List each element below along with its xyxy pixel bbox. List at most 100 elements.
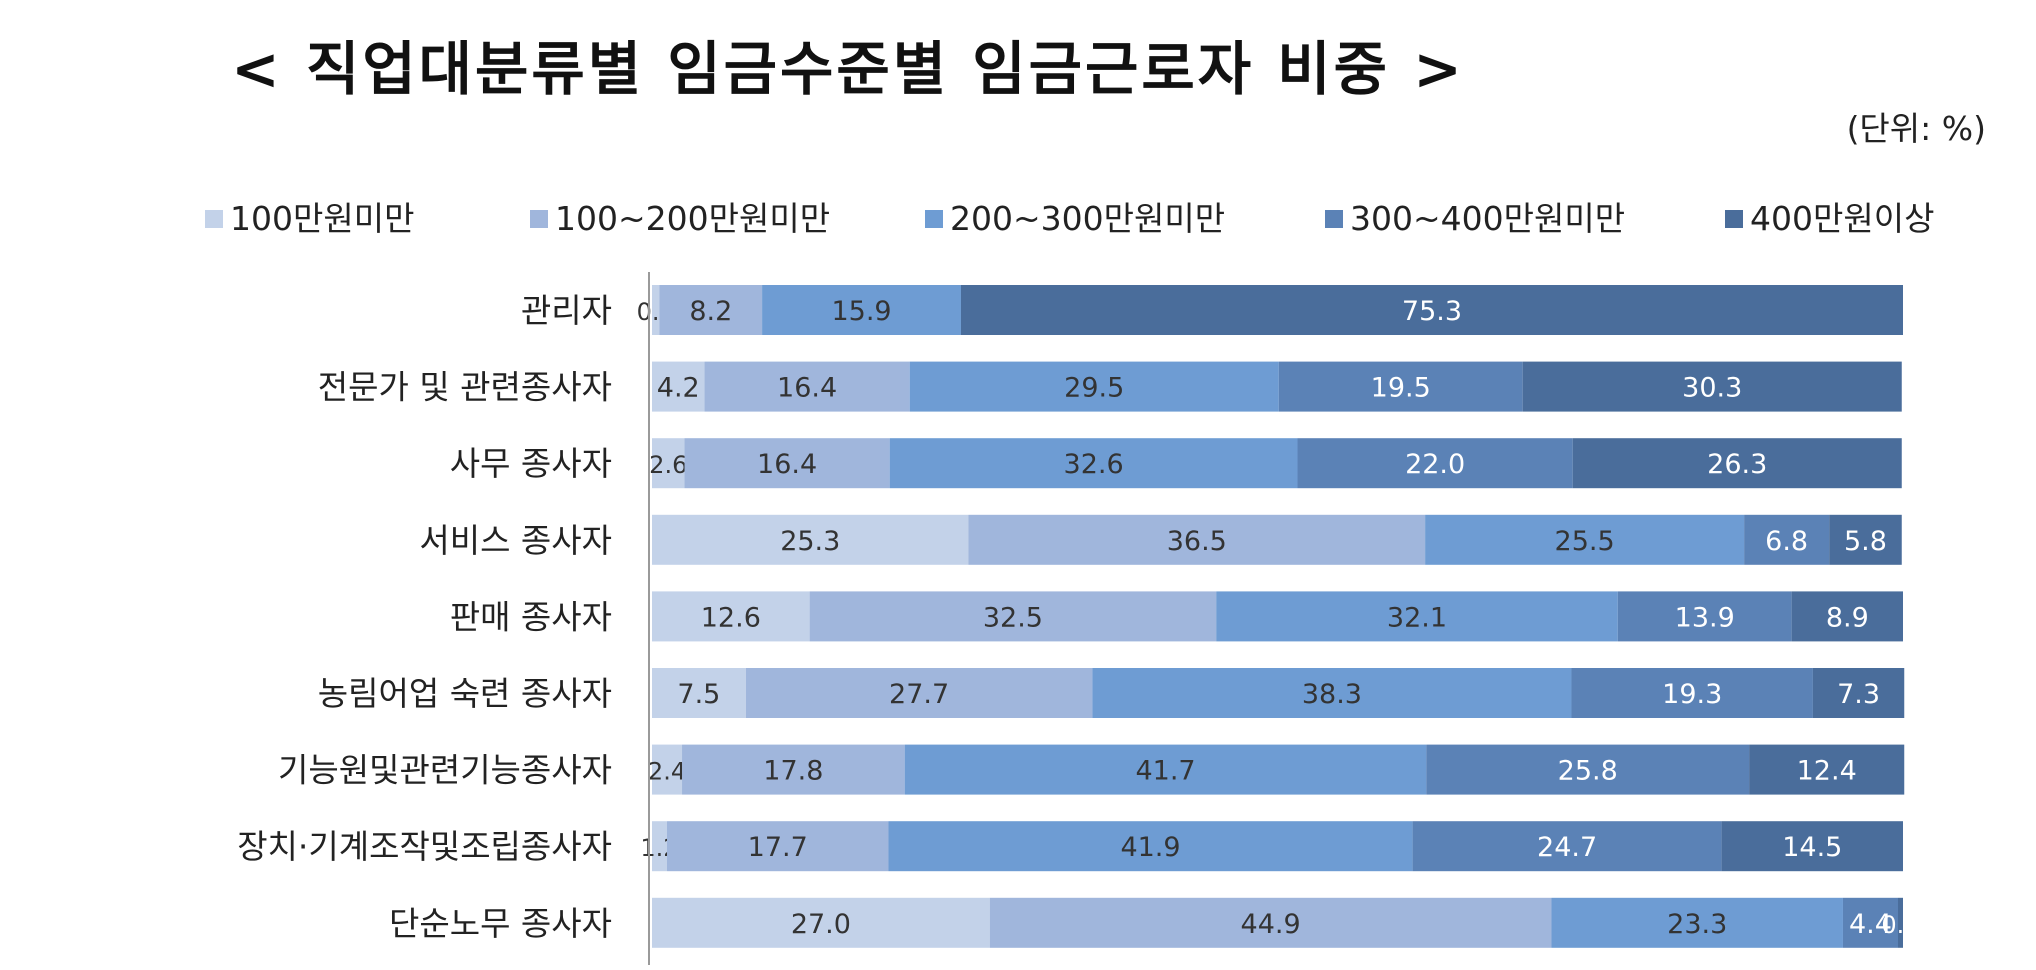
legend-item: 200~300만원미만 [925, 199, 1225, 238]
category-label: 장치·기계조작및조립종사자 [237, 827, 612, 866]
bar-segment [1412, 821, 1722, 872]
bar-segment [809, 591, 1217, 642]
data-label: 12.6 [701, 602, 761, 633]
data-label: 26.3 [1707, 449, 1767, 480]
bar-segment [1297, 438, 1573, 489]
legend-swatch [925, 210, 943, 228]
data-label: 12.4 [1797, 756, 1857, 787]
data-label: 29.5 [1064, 373, 1124, 404]
bar-segment [960, 285, 1903, 335]
data-label: 17.7 [748, 832, 808, 863]
bar-segment [1216, 591, 1618, 642]
data-label: 4.4 [1849, 909, 1892, 940]
legend-swatch [205, 210, 223, 228]
legend-label: 200~300만원미만 [950, 199, 1225, 238]
data-label: 44.9 [1241, 909, 1301, 940]
data-label: 7.3 [1837, 679, 1880, 710]
data-label: 27.7 [889, 679, 949, 710]
legend-swatch [1725, 210, 1743, 228]
bar-segment [1092, 668, 1572, 718]
bar-segment [652, 821, 668, 872]
bar-segment [682, 744, 905, 795]
bar-segment [909, 361, 1279, 412]
data-label: 24.7 [1537, 832, 1597, 863]
legend-label: 100만원미만 [230, 199, 414, 238]
bar-segment [652, 514, 969, 565]
data-label: 19.5 [1371, 373, 1431, 404]
bar-segment [1744, 514, 1830, 565]
bar-segment [1829, 514, 1902, 565]
bar-segment [1522, 361, 1902, 412]
data-label: 2.6 [649, 451, 687, 479]
category-label: 전문가 및 관련종사자 [318, 368, 612, 407]
bar-segment [704, 361, 910, 412]
bar-segment [652, 285, 660, 335]
data-label: 6.8 [1765, 526, 1808, 557]
bar-segment [1572, 438, 1902, 489]
chart-legend: 100만원미만 100~200만원미만 200~300만원미만 300~400만원미만… [205, 199, 1934, 238]
data-label: 14.5 [1782, 832, 1842, 863]
chart-title: < 직업대분류별 임금수준별 임금근로자 비중 > [231, 35, 1465, 103]
plot-area: 0.6 8.2 15.9 75.34.2 16.4 29.5 19.5 30.32.6 16.4… [637, 285, 1920, 948]
legend-label: 400만원이상 [1750, 199, 1934, 238]
category-label: 농림어업 숙련 종사자 [318, 674, 612, 713]
bar-segment [968, 514, 1426, 565]
category-label: 판매 종사자 [450, 597, 612, 636]
legend-item: 100~200만원미만 [530, 199, 830, 238]
bar-segment [1551, 897, 1843, 948]
data-label: 75.3 [1402, 296, 1462, 327]
bar-segment [652, 897, 990, 948]
bar-segment [1897, 897, 1903, 948]
bar-segment [684, 438, 890, 489]
bar-segment [659, 285, 763, 335]
data-label: 5.8 [1844, 526, 1887, 557]
data-label: 32.1 [1387, 602, 1447, 633]
bar-segment [989, 897, 1552, 948]
bar-segment [652, 438, 685, 489]
data-label: 8.9 [1826, 602, 1869, 633]
category-label: 관리자 [521, 291, 612, 330]
data-label: 17.8 [763, 756, 823, 787]
category-label: 단순노무 종사자 [389, 904, 612, 943]
legend-swatch [1325, 210, 1343, 228]
data-label: 16.4 [757, 449, 817, 480]
data-label: 2.4 [648, 758, 686, 786]
unit-label: (단위: %) [1846, 109, 1986, 148]
legend-label: 100~200만원미만 [555, 199, 830, 238]
data-label: 36.5 [1167, 526, 1227, 557]
data-label: 25.5 [1555, 526, 1615, 557]
bar-segment [652, 591, 810, 642]
data-label: 22.0 [1405, 449, 1465, 480]
bar-segment [1426, 744, 1750, 795]
data-label: 15.9 [831, 296, 891, 327]
data-label: 32.6 [1064, 449, 1124, 480]
bar-segment [652, 361, 705, 412]
bar-segment [1749, 744, 1905, 795]
data-label: 4.2 [657, 373, 700, 404]
data-label: 7.5 [677, 679, 720, 710]
category-label: 서비스 종사자 [419, 521, 612, 560]
data-label: 25.3 [780, 526, 840, 557]
bar-segment [745, 668, 1093, 718]
legend-label: 300~400만원미만 [1350, 199, 1625, 238]
bar-segment [652, 744, 683, 795]
legend-swatch [530, 210, 548, 228]
bar-segment [1812, 668, 1905, 718]
data-label: 16.4 [777, 373, 837, 404]
bar-segment [1278, 361, 1523, 412]
legend-item: 100만원미만 [205, 199, 414, 238]
legend-item: 300~400만원미만 [1325, 199, 1625, 238]
data-label: 0.4 [1881, 911, 1919, 939]
legend-item: 400만원이상 [1725, 199, 1934, 238]
bar-segment [1617, 591, 1792, 642]
data-label: 38.3 [1302, 679, 1362, 710]
data-label: 19.3 [1662, 679, 1722, 710]
bar-segment [889, 438, 1298, 489]
data-label: 23.3 [1667, 909, 1727, 940]
category-label: 사무 종사자 [450, 444, 612, 483]
bar-segment [652, 668, 746, 718]
data-label: 41.9 [1120, 832, 1180, 863]
bar-segment [904, 744, 1427, 795]
data-label: 32.5 [983, 602, 1043, 633]
